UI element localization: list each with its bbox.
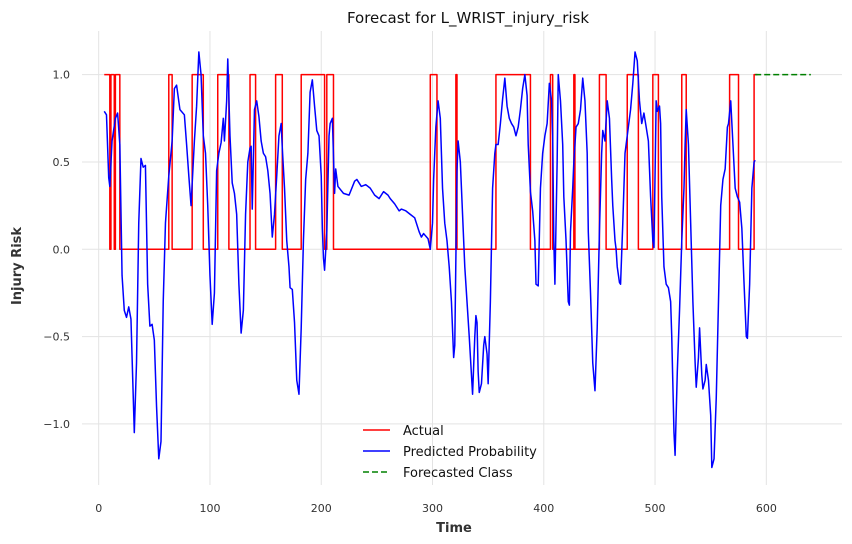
y-tick-label: −0.5 (43, 331, 70, 344)
x-axis-title: Time (436, 521, 472, 536)
x-tick-label: 100 (199, 502, 220, 515)
legend: Actual Predicted Probability Forecasted Cl… (363, 424, 537, 481)
chart-title: Forecast for L_WRIST_injury_risk (347, 9, 589, 28)
legend-label: Predicted Probability (403, 445, 537, 460)
x-axis: 0 100 200 300 400 500 600 (95, 502, 777, 515)
y-tick-label: 1.0 (53, 69, 71, 82)
y-axis: −1.0 −0.5 0.0 0.5 1.0 (43, 69, 70, 431)
y-tick-label: −1.0 (43, 418, 70, 431)
series-line-predicted-probability (103, 51, 756, 469)
plot-lines (103, 51, 811, 469)
x-tick-label: 500 (645, 502, 666, 515)
y-tick-label: 0.5 (53, 156, 71, 169)
x-tick-label: 300 (422, 502, 443, 515)
series-line-actual (104, 73, 758, 251)
x-tick-label: 600 (756, 502, 777, 515)
legend-label: Forecasted Class (403, 466, 513, 481)
x-tick-label: 200 (311, 502, 332, 515)
legend-label: Actual (403, 424, 444, 439)
y-tick-label: 0.0 (53, 243, 71, 256)
x-tick-label: 0 (95, 502, 102, 515)
x-tick-label: 400 (533, 502, 554, 515)
y-axis-title: Injury Risk (10, 227, 25, 305)
